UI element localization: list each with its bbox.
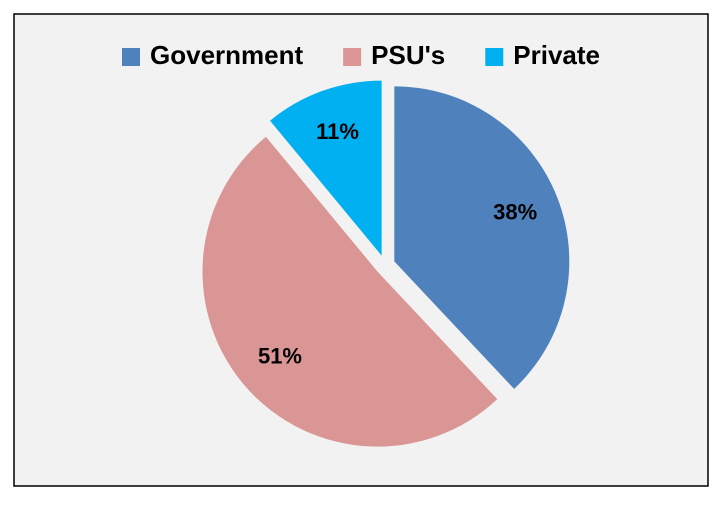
data-label: 38% <box>493 199 537 224</box>
pie-slice <box>394 86 570 389</box>
legend-swatch <box>485 48 504 66</box>
data-label: 11% <box>316 119 359 144</box>
legend-label: Private <box>513 40 600 70</box>
legend-swatch <box>343 48 362 66</box>
data-label: 51% <box>258 343 302 368</box>
pie-slice <box>270 80 382 256</box>
legend-swatch <box>122 48 140 66</box>
legend-label: Government <box>150 40 303 70</box>
legend-label: PSU's <box>371 40 445 70</box>
pie-slice <box>202 136 498 447</box>
